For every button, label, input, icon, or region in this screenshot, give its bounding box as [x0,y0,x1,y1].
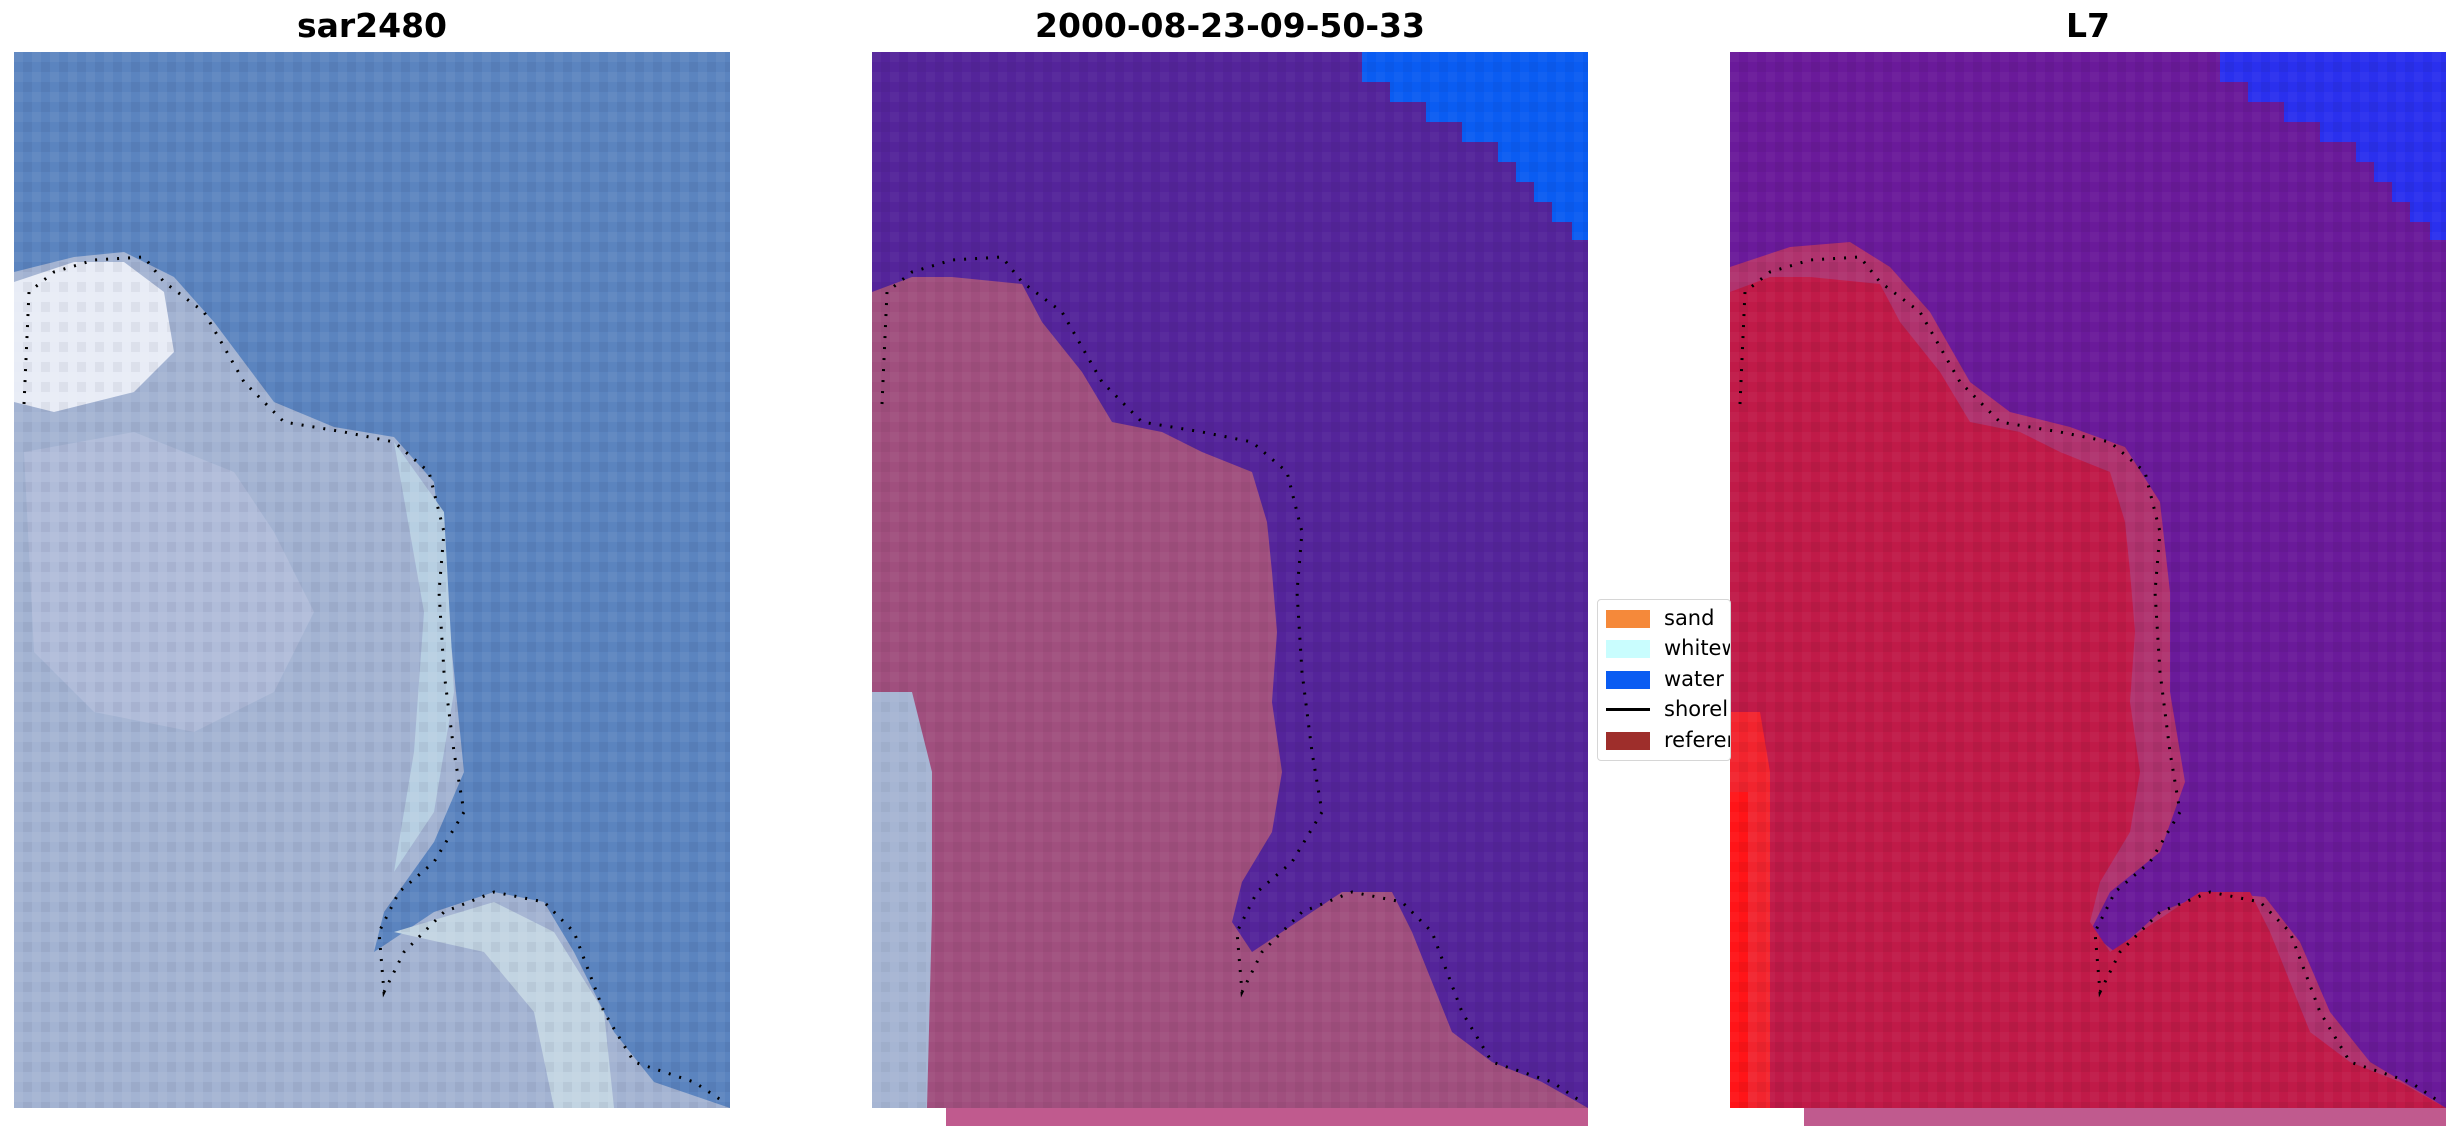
panel-title-index: L7 [2066,6,2110,45]
panel-title-rgb: sar2480 [296,6,448,45]
rgb-image [14,52,730,1108]
classified-image-panel [872,52,1588,1108]
legend-label-sand: sand [1664,606,1715,630]
legend-swatch-reference [1606,732,1650,750]
classified-image [872,52,1588,1108]
legend-swatch-whitewater [1606,640,1650,658]
legend-label-reference: referen [1664,728,1730,752]
legend-label-shoreline: shorel [1664,697,1729,721]
index-image [1730,52,2446,1108]
panel-title-classified: 2000-08-23-09-50-33 [1035,6,1425,45]
legend-label-water: water [1664,667,1724,691]
reference-strip-classified [946,1108,1588,1126]
legend-swatch-sand [1606,610,1650,628]
index-image-panel [1730,52,2446,1108]
rgb-image-panel [14,52,730,1108]
legend-swatch-water [1606,671,1650,689]
legend-line-shoreline [1606,708,1650,711]
reference-strip-index [1804,1108,2446,1126]
